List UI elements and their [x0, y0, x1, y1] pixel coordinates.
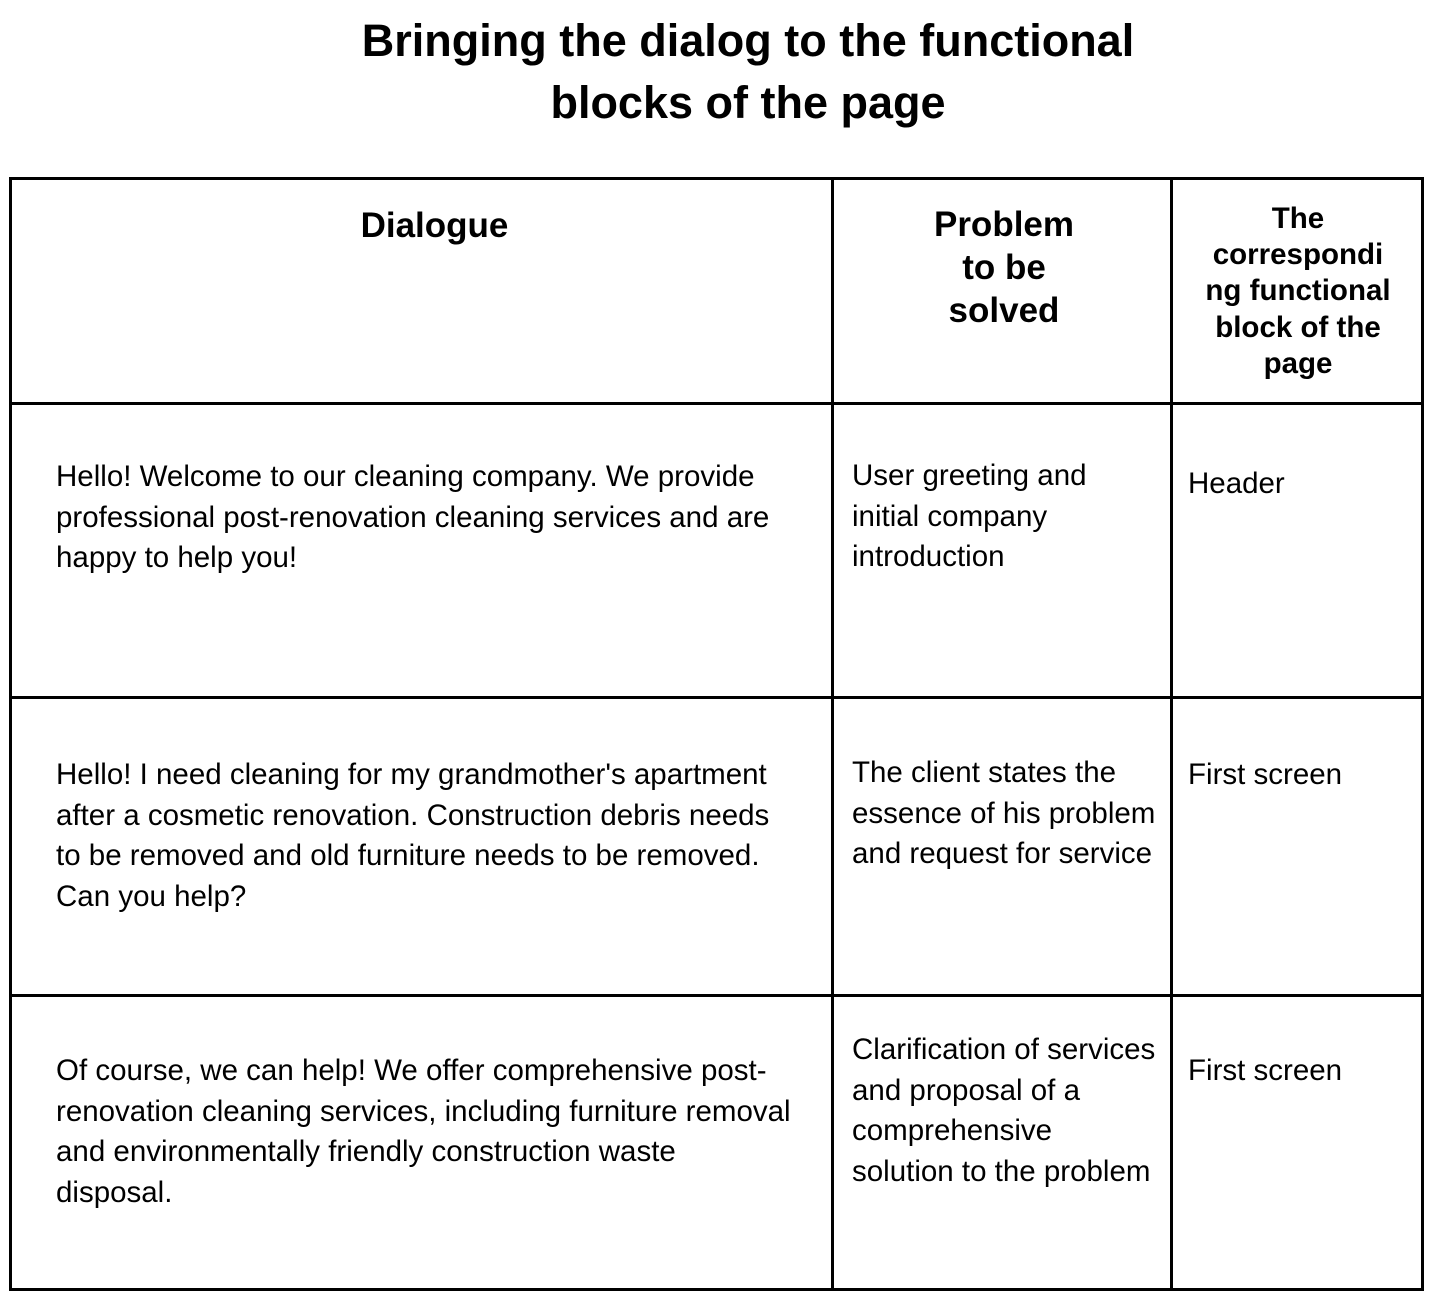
row2-block: First screen	[1188, 758, 1343, 791]
header-line: to be	[962, 248, 1046, 287]
title-line: blocks of the page	[550, 77, 946, 128]
table-border	[1421, 177, 1424, 1291]
page-title: Bringing the dialog to the functional bl…	[0, 10, 1444, 134]
header-block: The correspondi ng functional block of t…	[1173, 201, 1423, 382]
header-line: The	[1271, 202, 1325, 235]
table-border	[9, 177, 12, 1291]
row3-problem: Clarification of services and proposal o…	[852, 1033, 1156, 1188]
row2-problem: The client states the essence of his pro…	[852, 756, 1156, 871]
row-divider	[9, 994, 1424, 997]
row2-dialogue: Hello! I need cleaning for my grandmothe…	[56, 758, 770, 913]
header-line: solved	[948, 291, 1060, 330]
row1-problem: User greeting and initial company introd…	[852, 459, 1087, 574]
header-dialogue: Dialogue	[360, 206, 509, 245]
column-divider	[1170, 177, 1173, 1291]
column-divider	[831, 177, 834, 1291]
header-problem: Problem to be solved	[834, 203, 1174, 332]
header-line: ng functional	[1205, 274, 1391, 308]
header-line: correspondi	[1212, 238, 1384, 272]
header-line: page	[1263, 346, 1333, 380]
row3-block: First screen	[1188, 1054, 1343, 1087]
row1-block: Header	[1188, 467, 1285, 500]
row-divider	[9, 696, 1424, 699]
table-border	[9, 177, 1424, 180]
title-line: Bringing the dialog to the functional	[361, 15, 1135, 66]
row-divider	[9, 402, 1424, 405]
row3-dialogue: Of course, we can help! We offer compreh…	[56, 1054, 791, 1209]
row1-dialogue: Hello! Welcome to our cleaning company. …	[56, 460, 770, 575]
table-border	[9, 1288, 1424, 1291]
header-line: block of the	[1215, 310, 1381, 344]
header-line: Problem	[933, 205, 1075, 244]
